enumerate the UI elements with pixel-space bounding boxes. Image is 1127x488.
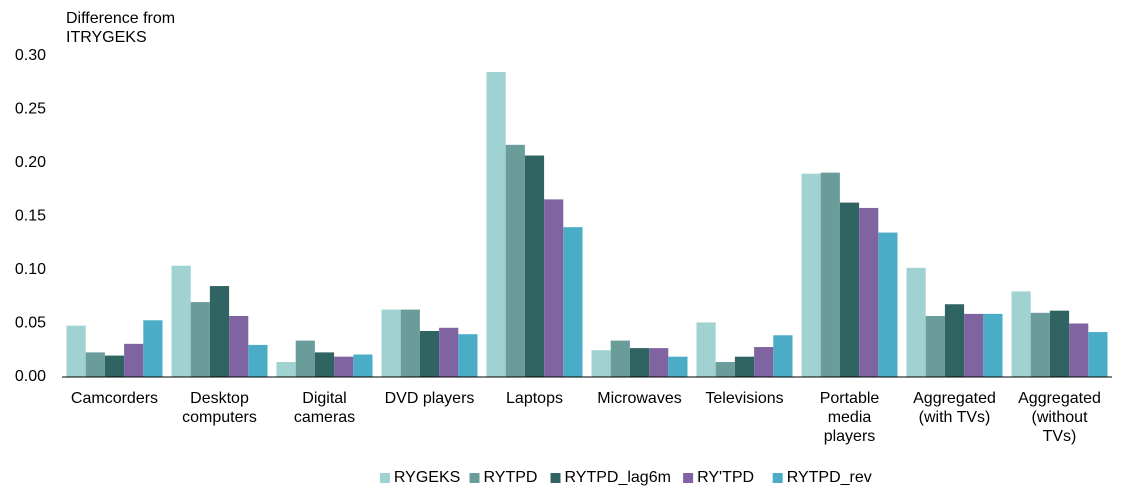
bar — [334, 356, 354, 377]
x-tick-label: Aggregated (without TVs) — [1018, 390, 1101, 445]
legend-label: RYTPD_lag6m — [565, 469, 671, 486]
y-tick-label: 0.15 — [15, 208, 46, 225]
bar — [773, 335, 793, 377]
legend-label: RYTPD_rev — [787, 469, 872, 486]
x-tick-label: Desktop computers — [182, 390, 257, 426]
bar — [209, 286, 230, 377]
bar — [754, 347, 774, 377]
legend-swatch — [379, 473, 390, 483]
y-tick-label: 0.00 — [15, 368, 46, 385]
bar — [1069, 323, 1089, 377]
bar — [314, 352, 335, 377]
legend-label: RYGEKS — [394, 469, 460, 486]
bar — [668, 356, 688, 377]
bar — [229, 316, 249, 377]
y-tick-label: 0.05 — [15, 315, 46, 332]
x-tick-label: Laptops — [506, 390, 563, 407]
bar — [734, 356, 755, 377]
legend-label: RY'TPD — [697, 469, 754, 486]
x-tick-label: Digital cameras — [293, 390, 356, 426]
x-tick-label: Televisions — [705, 390, 784, 407]
bar — [295, 340, 315, 377]
bar — [944, 304, 965, 377]
y-tick-label: 0.20 — [15, 154, 46, 171]
bar — [353, 354, 373, 377]
bar — [524, 155, 545, 377]
bar — [486, 72, 506, 378]
bar — [458, 334, 478, 377]
y-tick-label: 0.30 — [15, 47, 46, 64]
bar — [85, 352, 105, 377]
x-tick-label: Aggregated (with TVs) — [913, 390, 996, 426]
bar — [983, 313, 1003, 377]
bar — [906, 267, 926, 377]
x-tick-label: Microwaves — [597, 390, 682, 407]
legend-label: RYTPD — [484, 469, 538, 486]
bar — [964, 313, 984, 377]
bar — [419, 330, 440, 377]
legend-swatch — [469, 473, 480, 483]
bar — [1030, 312, 1050, 377]
bar — [171, 265, 191, 377]
bar — [801, 173, 821, 377]
legend-swatch — [683, 473, 694, 483]
bar — [591, 350, 611, 377]
bar — [1088, 332, 1108, 377]
bar — [925, 316, 945, 377]
bar — [715, 362, 735, 377]
bar — [610, 340, 630, 377]
bar — [104, 355, 125, 377]
legend-swatch — [550, 473, 561, 483]
bar — [66, 325, 86, 377]
bar — [839, 202, 860, 377]
bar — [878, 232, 898, 377]
y-axis-title: Difference from ITRYGEKS — [66, 10, 176, 46]
bar — [248, 344, 268, 377]
bar — [400, 309, 420, 377]
bar — [505, 144, 525, 377]
x-tick-label: DVD players — [384, 390, 475, 407]
bar — [439, 327, 459, 377]
bar — [143, 320, 163, 377]
bar — [649, 348, 669, 377]
x-tick-label: Portable media players — [819, 390, 880, 445]
x-tick-label: Camcorders — [70, 390, 159, 407]
bar — [190, 302, 210, 377]
y-tick-label: 0.25 — [15, 101, 46, 118]
bar — [563, 227, 583, 377]
bar — [544, 199, 564, 377]
bar — [1011, 291, 1031, 377]
bar — [124, 343, 144, 377]
bar — [859, 207, 879, 377]
bar — [696, 322, 716, 377]
bar — [820, 172, 840, 377]
y-tick-label: 0.10 — [15, 261, 46, 278]
bar — [381, 309, 401, 377]
legend-swatch — [772, 473, 783, 483]
bar — [1049, 310, 1070, 377]
bar — [629, 348, 650, 377]
bar — [276, 362, 296, 377]
